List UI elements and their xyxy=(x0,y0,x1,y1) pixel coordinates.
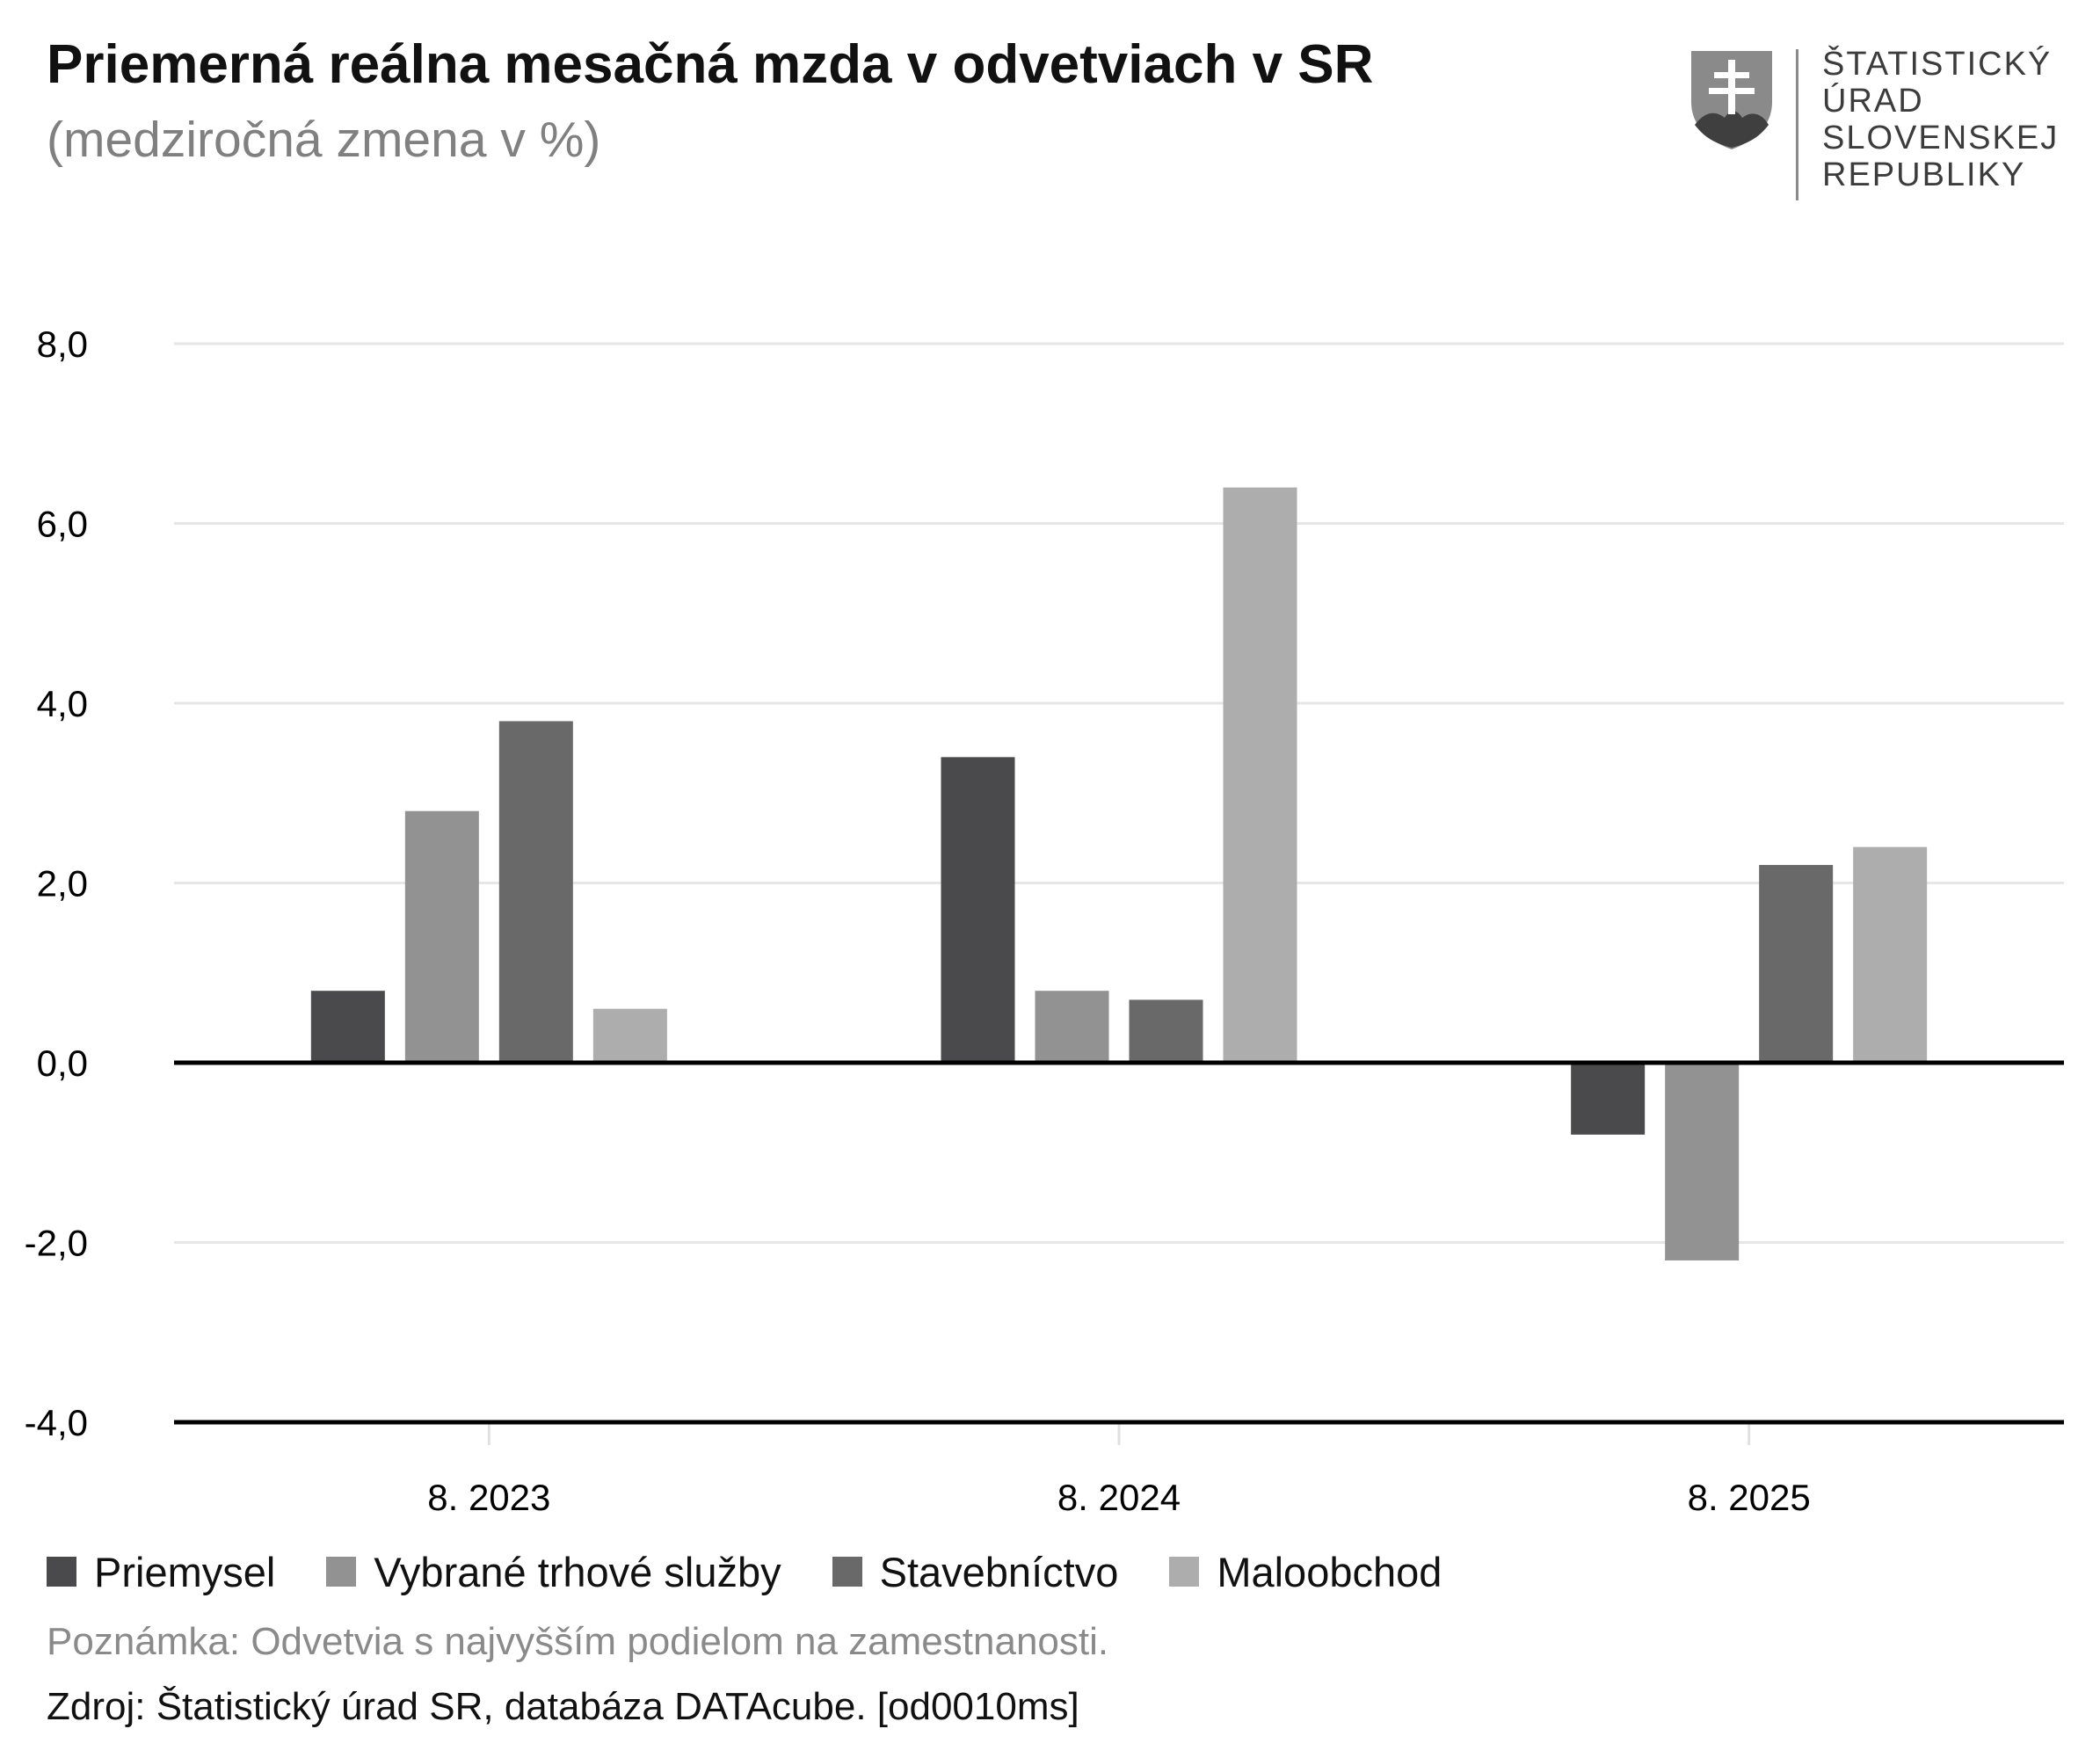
logo-text: ŠTATISTICKÝ ÚRAD SLOVENSKEJ REPUBLIKY xyxy=(1822,46,2059,193)
y-tick-label: 0,0 xyxy=(37,1042,88,1084)
bar xyxy=(1759,865,1834,1063)
slovak-coat-of-arms-icon xyxy=(1691,51,1772,149)
bar xyxy=(1571,1063,1646,1135)
logo-line-3: SLOVENSKEJ xyxy=(1822,120,2060,156)
source-note: Zdroj: Štatistický úrad SR, databáza DAT… xyxy=(47,1685,1079,1728)
bar xyxy=(592,1008,667,1063)
y-tick-label: 6,0 xyxy=(37,504,88,545)
y-tick-label: 2,0 xyxy=(37,863,88,904)
legend-item-vybrane-trhove-sluzby: Vybrané trhové služby xyxy=(326,1548,781,1596)
bar xyxy=(310,991,385,1063)
chart-legend: Priemysel Vybrané trhové služby Stavební… xyxy=(47,1545,1493,1598)
footnote: Poznámka: Odvetvia s najvyšším podielom … xyxy=(47,1620,1109,1663)
x-tick-label: 8. 2025 xyxy=(1688,1477,1811,1512)
chart-subtitle: (medziročná zmena v %) xyxy=(47,112,601,168)
logo-line-4: REPUBLIKY xyxy=(1822,156,2026,193)
bar xyxy=(1665,1063,1740,1260)
legend-label: Vybrané trhové služby xyxy=(374,1548,781,1595)
y-tick-label: 8,0 xyxy=(37,323,88,365)
x-tick-label: 8. 2024 xyxy=(1057,1477,1181,1512)
bar-chart: -4,0 -2,0 0,0 2,0 4,0 6,0 8,0 8. 2023 8. 2024 8. … xyxy=(25,323,2064,1512)
bar xyxy=(1035,991,1109,1063)
bar xyxy=(1129,999,1203,1063)
chart-title: Priemerná reálna mesačná mzda v odvetvia… xyxy=(47,34,1374,95)
y-tick-label: -2,0 xyxy=(25,1223,88,1264)
bar xyxy=(941,757,1015,1063)
bar xyxy=(498,721,573,1063)
legend-item-stavebnictvo: Stavebníctvo xyxy=(832,1548,1119,1596)
y-tick-label: -4,0 xyxy=(25,1402,88,1443)
logo-divider xyxy=(1796,49,1798,200)
legend-swatch xyxy=(832,1557,862,1587)
bar xyxy=(404,810,479,1063)
statistical-office-logo: ŠTATISTICKÝ ÚRAD SLOVENSKEJ REPUBLIKY xyxy=(1683,46,2070,202)
logo-line-1: ŠTATISTICKÝ xyxy=(1822,46,2053,83)
legend-label: Priemysel xyxy=(94,1548,276,1595)
bar xyxy=(1853,846,1928,1063)
legend-item-maloobchod: Maloobchod xyxy=(1169,1548,1442,1596)
legend-item-priemysel: Priemysel xyxy=(47,1548,275,1596)
legend-label: Stavebníctvo xyxy=(879,1548,1119,1595)
logo-line-2: ÚRAD xyxy=(1822,83,1924,120)
y-tick-label: 4,0 xyxy=(37,683,88,724)
bar xyxy=(1223,487,1297,1063)
legend-swatch xyxy=(47,1557,76,1587)
x-tick-label: 8. 2023 xyxy=(427,1477,550,1512)
legend-swatch xyxy=(326,1557,357,1587)
legend-label: Maloobchod xyxy=(1217,1548,1442,1595)
legend-swatch xyxy=(1169,1557,1200,1587)
